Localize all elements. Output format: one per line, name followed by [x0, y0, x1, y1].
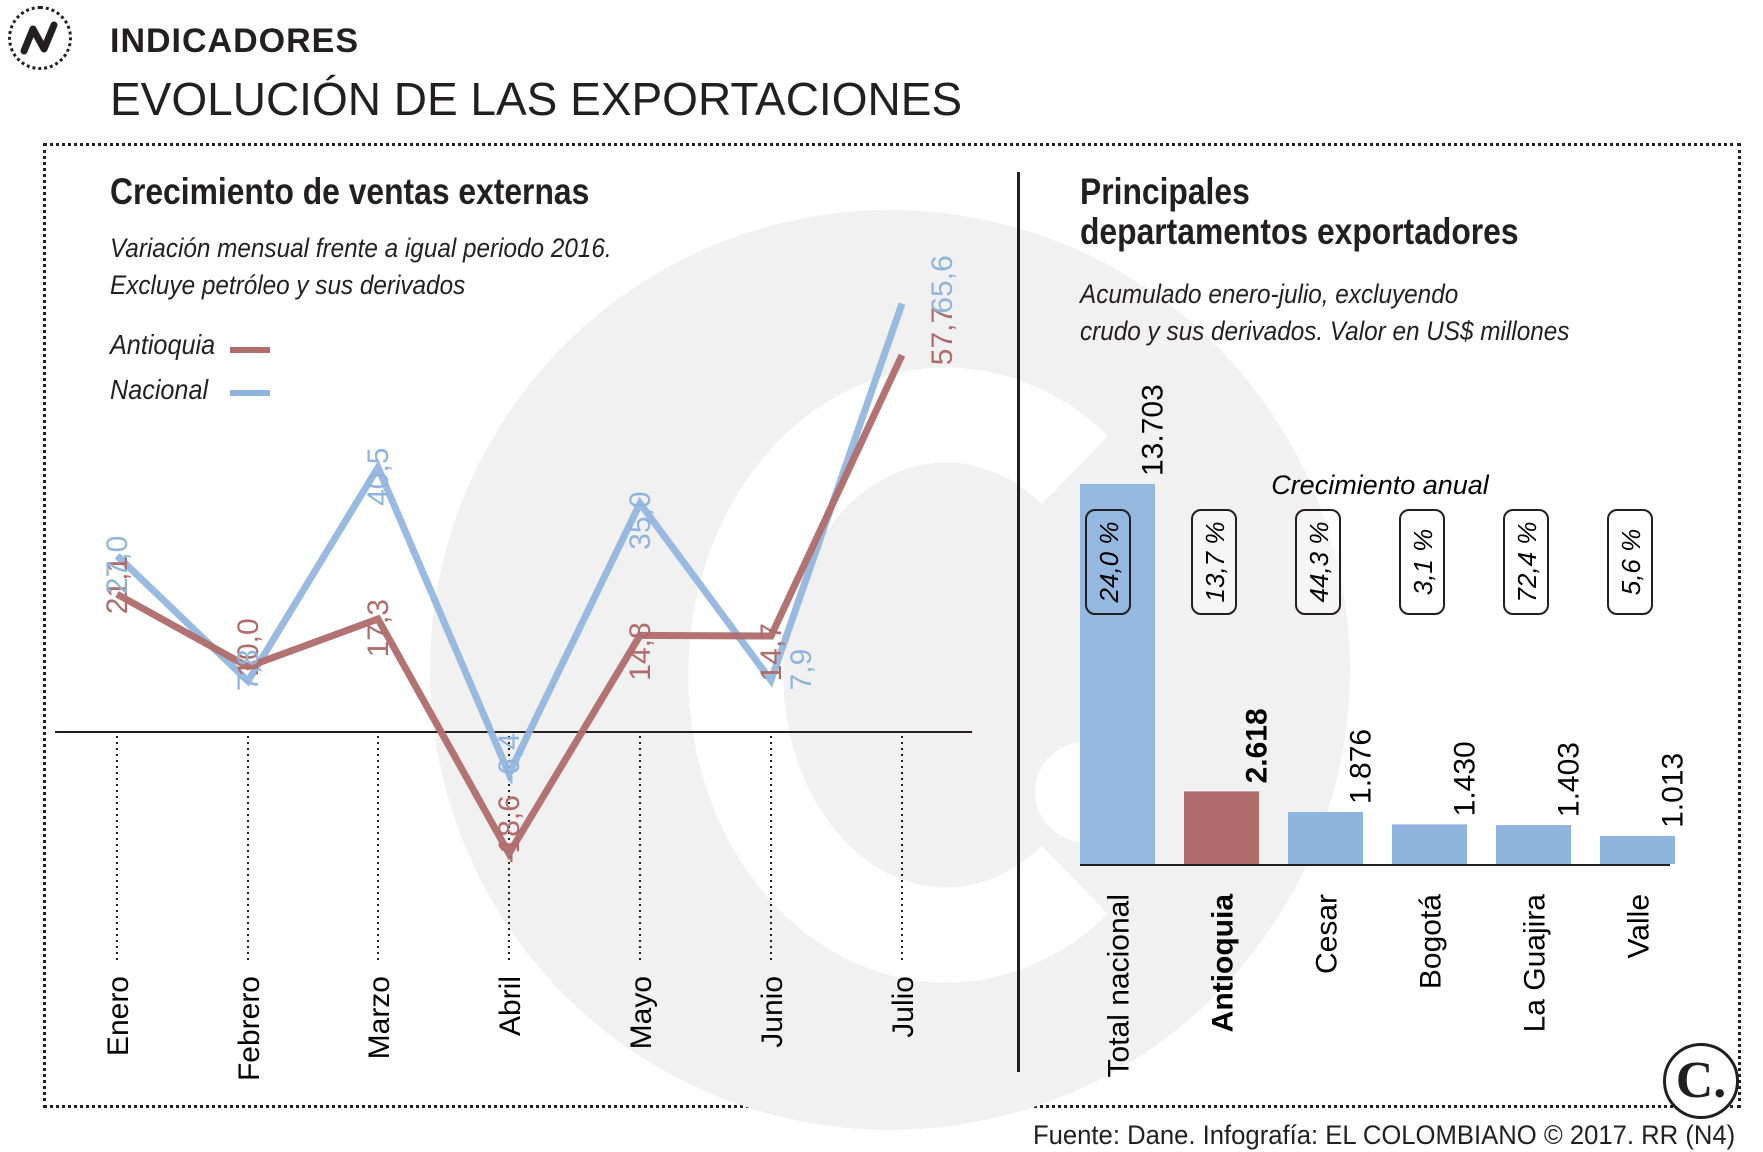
- el-colombiano-logo: C.: [1663, 1043, 1739, 1119]
- data-label-antioquia-enero: 21,1: [101, 556, 134, 614]
- line-chart: Enero Febrero Marzo Abril Mayo Junio Julio 21,1…: [55, 255, 972, 1081]
- x-tick-label-junio: Junio: [756, 976, 789, 1048]
- growth-pill-cesar: [1295, 509, 1341, 615]
- frame-top-border: [43, 143, 1741, 146]
- bar-chart-title-2: departamentos exportadores: [1080, 211, 1519, 252]
- section-divider: [1017, 172, 1020, 1072]
- growth-label-bogot: 3,1 %: [1408, 529, 1438, 596]
- data-label-nacional-abril: -6,4: [493, 733, 526, 785]
- x-tick-label-abril: Abril: [494, 976, 527, 1036]
- bar-value-label-total-nacional: 13.703: [1137, 384, 1170, 476]
- bar-valle: [1600, 835, 1675, 864]
- series-line-antioquia: [115, 353, 906, 861]
- bar-la-guajira: [1496, 825, 1571, 864]
- bar-category-label-bogot: Bogotá: [1415, 894, 1448, 989]
- growth-pill-antioquia: [1191, 509, 1237, 615]
- line-chart-subtitle-1: Variación mensual frente a igual periodo…: [110, 233, 612, 263]
- x-tick-label-julio: Julio: [887, 976, 920, 1038]
- growth-pill-total-nacional: [1085, 509, 1131, 615]
- data-label-nacional-marzo: 40,5: [362, 448, 395, 506]
- indicadores-logo: [8, 6, 72, 70]
- growth-pill-valle: [1607, 509, 1653, 615]
- data-label-nacional-febrero: 7,8: [232, 649, 265, 691]
- bar-value-label-bogot: 1.430: [1449, 741, 1482, 816]
- bar-chart-subtitle-2: crudo y sus derivados. Valor en US$ mill…: [1080, 316, 1570, 346]
- data-label-nacional-enero: 27,0: [101, 536, 134, 594]
- growth-label-la-guajira: 72,4 %: [1512, 522, 1542, 603]
- bar-antioquia: [1184, 791, 1259, 864]
- bar-chart-title: Principales departamentos exportadores: [1080, 172, 1596, 252]
- bar-value-label-valle: 1.013: [1657, 753, 1690, 828]
- bar-chart-title-1: Principales: [1080, 171, 1250, 212]
- growth-pill-bogot: [1399, 509, 1445, 615]
- data-label-antioquia-febrero: 10,0: [232, 618, 265, 676]
- bar-total-nacional: [1080, 484, 1155, 864]
- bar-category-label-la-guajira: La Guajira: [1519, 894, 1552, 1033]
- growth-caption: Crecimiento anual: [1271, 470, 1490, 500]
- bar-category-label-antioquia: Antioquia: [1207, 894, 1240, 1033]
- watermark-letter-c: [688, 367, 1108, 983]
- data-label-antioquia-marzo: 17,3: [362, 599, 395, 657]
- bar-category-label-cesar: Cesar: [1311, 894, 1344, 974]
- bar-chart-subtitle-1: Acumulado enero-julio, excluyendo: [1080, 279, 1459, 309]
- growth-label-valle: 5,6 %: [1616, 529, 1646, 596]
- growth-label-antioquia: 13,7 %: [1200, 522, 1230, 603]
- page-title: EVOLUCIÓN DE LAS EXPORTACIONES: [110, 73, 963, 125]
- data-label-antioquia-abril: -18,6: [493, 795, 526, 863]
- data-label-antioquia-junio: 14,7: [755, 623, 788, 681]
- x-tick-label-enero: Enero: [102, 976, 135, 1056]
- line-chart-subtitle: Variación mensual frente a igual periodo…: [110, 230, 650, 304]
- bar-category-label-valle: Valle: [1623, 894, 1656, 958]
- growth-label-cesar: 44,3 %: [1304, 522, 1334, 603]
- legend-antioquia-swatch: [230, 347, 270, 353]
- legend-nacional-swatch: [230, 390, 270, 396]
- bar-value-label-cesar: 1.876: [1345, 729, 1378, 804]
- bar-bogot: [1392, 824, 1467, 864]
- data-label-antioquia-julio: 57,7: [926, 307, 959, 365]
- legend-nacional-label: Nacional: [110, 374, 209, 405]
- data-label-nacional-julio: 65,6: [926, 255, 959, 313]
- data-label-nacional-mayo: 35,0: [624, 491, 657, 549]
- bar-category-label-total-nacional: Total nacional: [1103, 894, 1136, 1077]
- watermark-circle: [430, 210, 1350, 1130]
- growth-label-total-nacional: 24,0 %: [1094, 522, 1124, 604]
- bar-value-label-la-guajira: 1.403: [1553, 742, 1586, 817]
- trend-icon: [20, 21, 58, 55]
- bar-chart: Crecimiento anual 13.703 Total nacional 24…: [1080, 384, 1690, 1077]
- x-tick-label-mayo: Mayo: [625, 976, 658, 1049]
- bar-cesar: [1288, 811, 1363, 864]
- data-label-antioquia-mayo: 14,8: [624, 622, 657, 680]
- line-chart-title: Crecimiento de ventas externas: [110, 171, 590, 212]
- bar-value-label-antioquia: 2.618: [1241, 708, 1274, 783]
- bar-chart-subtitle: Acumulado enero-julio, excluyendo crudo …: [1080, 276, 1638, 350]
- section-kicker: INDICADORES: [110, 22, 360, 60]
- legend-antioquia-label: Antioquia: [110, 329, 216, 360]
- data-label-nacional-junio: 7,9: [785, 649, 818, 691]
- series-line-nacional: [114, 302, 906, 783]
- x-tick-label-marzo: Marzo: [363, 976, 396, 1059]
- growth-pill-la-guajira: [1503, 509, 1549, 615]
- source-footer: Fuente: Dane. Infografía: EL COLOMBIANO …: [1032, 1120, 1735, 1150]
- line-chart-subtitle-2: Excluye petróleo y sus derivados: [110, 270, 466, 300]
- x-tick-label-febrero: Febrero: [233, 976, 266, 1081]
